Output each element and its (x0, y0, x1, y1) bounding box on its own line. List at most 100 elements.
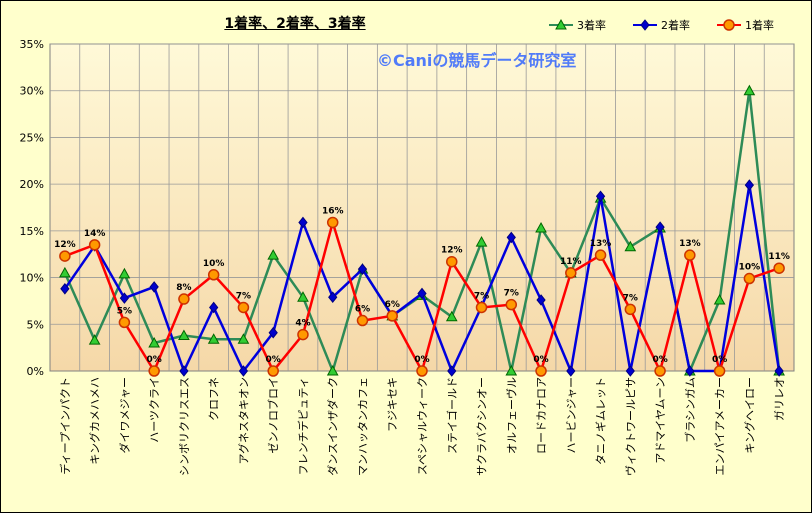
data-point (328, 291, 338, 303)
data-point (713, 293, 726, 305)
data-label: 0% (712, 355, 727, 365)
plot-area (49, 43, 795, 372)
data-point (416, 365, 428, 377)
data-point (119, 292, 130, 304)
x-tick-label: ディープインパクト (58, 377, 72, 475)
data-label: 14% (84, 229, 106, 239)
data-label: 10% (739, 263, 761, 273)
data-point (148, 336, 161, 348)
data-point (60, 282, 70, 295)
data-label: 0% (652, 355, 667, 365)
data-point (326, 364, 339, 376)
data-point (447, 365, 457, 377)
data-point (655, 221, 665, 233)
data-point (594, 249, 607, 261)
data-point (445, 310, 458, 322)
y-tick-label: 15% (20, 225, 44, 238)
data-point (654, 365, 666, 377)
legend-marker (640, 19, 650, 31)
x-tick-label: ダイワメジャー (117, 377, 131, 453)
x-tick-label: ゼンノロブロイ (266, 377, 280, 453)
data-point (238, 365, 249, 377)
data-point (565, 267, 577, 279)
data-point (744, 179, 755, 191)
data-label: 11% (768, 252, 790, 262)
data-point (118, 267, 131, 279)
y-tick-label: 25% (20, 131, 44, 144)
data-point (59, 250, 71, 262)
data-point (566, 365, 576, 377)
data-label: 6% (355, 305, 370, 315)
data-point (713, 365, 726, 377)
data-label: 12% (441, 246, 463, 256)
data-point (535, 222, 547, 233)
data-point (743, 84, 756, 96)
x-tick-label: マンハッタンカフェ (356, 377, 369, 476)
x-tick-label: ステイゴールド (445, 377, 459, 454)
legend-marker (555, 18, 567, 30)
data-point (179, 365, 189, 377)
data-point (386, 310, 398, 322)
data-point (237, 301, 250, 314)
data-label: 6% (385, 300, 400, 310)
data-point (505, 364, 518, 376)
x-tick-label: フジキセキ (386, 377, 399, 432)
data-label: 7% (236, 291, 251, 301)
data-point (357, 263, 368, 275)
x-tick-label: キングカメハメハ (88, 377, 102, 465)
x-tick-label: エンパイアメーカー (714, 377, 727, 475)
data-point (506, 231, 516, 244)
data-label: 4% (295, 319, 310, 329)
data-point (268, 326, 278, 339)
data-point (595, 190, 606, 203)
data-label: 0% (533, 355, 548, 365)
data-point (207, 269, 220, 281)
y-tick-label: 30% (20, 85, 44, 98)
x-tick-label: ブラシンガム (683, 377, 697, 443)
data-point (207, 333, 220, 344)
x-tick-label: ロードカナロア (535, 377, 548, 454)
data-point (505, 298, 518, 311)
x-tick-label: ヴィクトワールピサ (623, 377, 637, 476)
data-point (475, 236, 488, 247)
data-point (535, 365, 547, 377)
data-label: 8% (176, 283, 191, 293)
data-point (684, 249, 696, 261)
data-point (178, 329, 190, 340)
data-point (118, 316, 131, 329)
data-point (326, 216, 339, 229)
data-point (178, 293, 190, 305)
x-tick-label: アグネスタキオン (236, 377, 250, 464)
x-tick-label: スペシャルウィーク (416, 377, 429, 475)
data-point (773, 262, 785, 274)
data-point (298, 216, 308, 229)
data-label: 16% (322, 206, 344, 216)
data-label: 5% (117, 306, 132, 316)
data-point (625, 365, 635, 377)
data-point (148, 365, 160, 377)
data-point (624, 240, 637, 252)
data-label: 7% (623, 293, 638, 303)
x-tick-label: アドマイヤムーン (654, 377, 667, 464)
data-label: 0% (414, 355, 429, 365)
data-label: 13% (679, 239, 701, 249)
legend-label: 1着率 (745, 18, 774, 32)
data-point (267, 365, 279, 377)
data-point (417, 287, 427, 300)
data-point (297, 328, 309, 341)
x-tick-label: フレンチデピュティ (296, 377, 310, 475)
x-tick-label: ハービンジャー (565, 377, 578, 453)
data-point (88, 334, 101, 345)
x-tick-label: キングヘイロー (742, 377, 756, 454)
data-point (685, 365, 695, 377)
data-point (536, 294, 546, 306)
x-tick-label: クロフネ (208, 377, 221, 421)
data-label: 0% (266, 355, 281, 365)
data-point (446, 255, 458, 268)
legend-marker (723, 19, 735, 31)
legend-label: 2着率 (661, 18, 690, 32)
data-point (237, 333, 250, 344)
data-point (59, 266, 71, 278)
